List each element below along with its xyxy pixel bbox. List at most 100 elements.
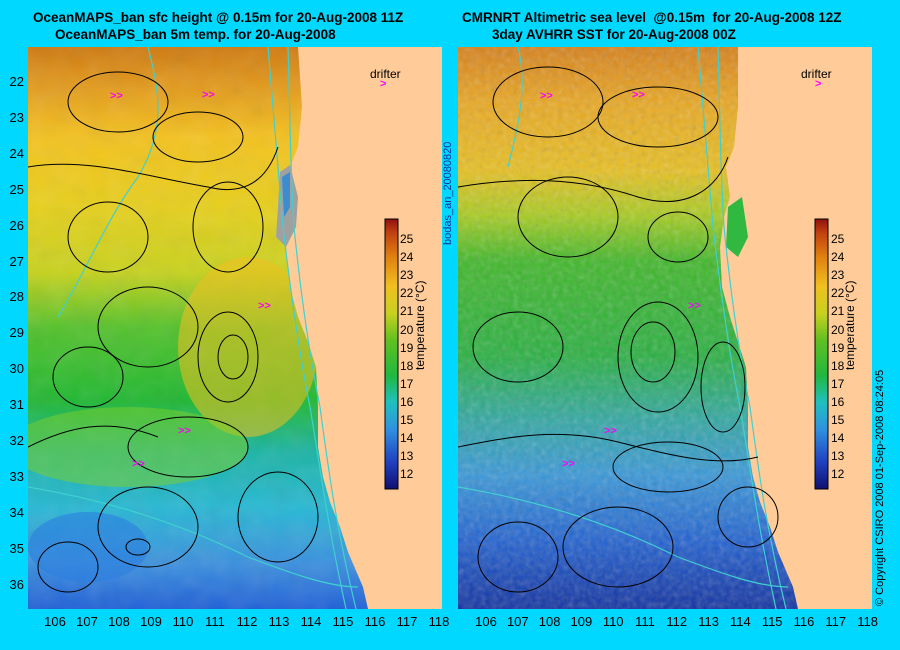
right-title-line1: CMRNRT Altimetric sea level @0.15m for 2… bbox=[462, 10, 842, 25]
left-lon-tick-label: 110 bbox=[172, 614, 194, 629]
drifter-legend-arrow-right: > bbox=[815, 78, 822, 90]
svg-text:>>: >> bbox=[632, 89, 645, 101]
left-colorbar-tick: 19 bbox=[400, 340, 414, 355]
right-lon-tick-label: 112 bbox=[666, 614, 688, 629]
right-colorbar-tick: 22 bbox=[831, 286, 845, 301]
left-map-panel: >> >> >> >> >> bbox=[28, 47, 442, 609]
lat-tick-label: 32 bbox=[9, 433, 24, 448]
svg-text:>>: >> bbox=[178, 425, 191, 437]
left-colorbar-tick: 14 bbox=[400, 431, 414, 446]
left-lon-tick-label: 112 bbox=[236, 614, 258, 629]
colorbar-right bbox=[814, 218, 829, 490]
sea-level-contours bbox=[458, 66, 779, 593]
bathymetry-lines bbox=[28, 47, 359, 609]
lat-tick-label: 27 bbox=[9, 253, 24, 269]
right-lon-tick-label: 106 bbox=[475, 614, 497, 629]
right-colorbar-tick: 13 bbox=[831, 449, 845, 464]
right-title-line2: 3day AVHRR SST for 20-Aug-2008 00Z bbox=[492, 27, 736, 42]
sea-level-contours bbox=[28, 71, 319, 593]
left-lon-tick-label: 108 bbox=[108, 614, 130, 629]
svg-text:>>: >> bbox=[258, 300, 271, 312]
left-colorbar-tick: 20 bbox=[400, 322, 414, 337]
right-colorbar-tick: 24 bbox=[831, 250, 845, 265]
lat-tick-label: 28 bbox=[9, 289, 24, 305]
bathymetry-lines bbox=[458, 47, 789, 609]
left-lon-tick-label: 116 bbox=[364, 614, 386, 629]
left-colorbar-tick: 25 bbox=[400, 232, 414, 246]
right-lon-tick-label: 110 bbox=[602, 614, 624, 629]
left-lon-tick-label: 109 bbox=[140, 614, 162, 629]
right-colorbar-tick: 17 bbox=[831, 376, 845, 391]
right-colorbar-tick: 15 bbox=[831, 413, 845, 427]
right-lon-tick-label: 115 bbox=[761, 614, 783, 629]
lat-tick-label: 26 bbox=[9, 217, 24, 233]
left-lon-tick-label: 118 bbox=[428, 614, 450, 629]
left-lon-tick-label: 106 bbox=[44, 614, 66, 629]
right-lon-tick-label: 109 bbox=[570, 614, 593, 629]
left-colorbar-tick: 22 bbox=[400, 286, 414, 301]
left-map: >> >> >> >> >> bbox=[28, 47, 442, 609]
drifter-legend-arrow-left: > bbox=[380, 78, 387, 90]
drifter-markers: >> >> >> >> >> bbox=[540, 89, 701, 470]
lat-tick-label: 35 bbox=[9, 540, 24, 556]
right-map-panel: >> >> >> >> >> bbox=[458, 47, 872, 609]
right-lon-tick-label: 118 bbox=[857, 614, 878, 629]
right-lon-tick-label: 108 bbox=[538, 614, 561, 629]
drifter-label-left: drifter bbox=[370, 67, 401, 81]
right-map: >> >> >> >> >> bbox=[458, 47, 872, 609]
right-colorbar-tick: 16 bbox=[831, 394, 845, 409]
left-title-line1: OceanMAPS_ban sfc height @ 0.15m for 20-… bbox=[33, 10, 404, 25]
svg-text:>>: >> bbox=[562, 458, 575, 470]
left-colorbar-tick: 17 bbox=[400, 376, 414, 391]
right-lon-tick-label: 107 bbox=[506, 614, 529, 629]
colorbar-title-right: temperature (°C) bbox=[843, 280, 857, 371]
left-lon-tick-label: 113 bbox=[268, 614, 290, 629]
left-colorbar-tick: 13 bbox=[400, 449, 414, 464]
left-lon-tick-label: 115 bbox=[332, 614, 354, 629]
right-lon-tick-label: 111 bbox=[635, 614, 655, 629]
right-colorbar-tick: 23 bbox=[831, 268, 845, 283]
lat-tick-label: 34 bbox=[9, 504, 24, 520]
right-lon-tick-label: 117 bbox=[825, 614, 847, 629]
left-colorbar-tick: 21 bbox=[400, 304, 414, 319]
lat-tick-label: 23 bbox=[9, 109, 24, 125]
colorbar-title-left: temperature (°C) bbox=[413, 280, 427, 371]
lat-tick-label: 33 bbox=[9, 468, 24, 484]
lat-tick-label: 31 bbox=[9, 397, 24, 413]
land-mass bbox=[286, 47, 442, 609]
run-id-label: bodas_an_20080820 bbox=[442, 141, 454, 245]
drifter-label-right: drifter bbox=[801, 67, 832, 81]
left-lon-tick-label: 114 bbox=[300, 614, 322, 629]
colorbar-left bbox=[384, 218, 399, 490]
left-colorbar-tick: 18 bbox=[400, 358, 414, 373]
svg-text:>>: >> bbox=[604, 425, 617, 437]
right-lon-tick-label: 113 bbox=[698, 614, 719, 629]
lat-tick-label: 29 bbox=[9, 325, 24, 341]
left-lon-tick-label: 107 bbox=[76, 614, 98, 629]
lat-tick-label: 24 bbox=[9, 145, 24, 161]
left-title-line2: OceanMAPS_ban 5m temp. for 20-Aug-2008 bbox=[55, 27, 336, 42]
right-colorbar-tick: 19 bbox=[831, 340, 845, 355]
right-colorbar-tick: 20 bbox=[831, 322, 845, 337]
svg-text:>>: >> bbox=[688, 300, 701, 312]
svg-text:>>: >> bbox=[540, 90, 553, 102]
left-colorbar-tick: 15 bbox=[400, 413, 414, 427]
left-colorbar-tick: 12 bbox=[400, 467, 414, 482]
lat-tick-label: 30 bbox=[9, 361, 24, 377]
drifter-markers: >> >> >> >> >> bbox=[110, 89, 271, 470]
left-colorbar-tick: 23 bbox=[400, 268, 414, 283]
svg-text:>>: >> bbox=[132, 458, 145, 470]
left-colorbar-tick: 16 bbox=[400, 394, 414, 409]
right-lon-tick-label: 116 bbox=[793, 614, 815, 629]
right-colorbar-tick: 12 bbox=[831, 467, 845, 482]
left-lon-tick-label: 117 bbox=[396, 614, 418, 629]
lat-tick-label: 22 bbox=[9, 74, 24, 89]
right-colorbar-tick: 18 bbox=[831, 358, 845, 373]
right-lon-tick-label: 114 bbox=[730, 614, 751, 629]
right-colorbar-tick: 14 bbox=[831, 431, 845, 446]
left-lon-tick-label: 111 bbox=[205, 614, 225, 629]
lat-tick-label: 36 bbox=[9, 576, 24, 592]
copyright-label: © Copyright CSIRO 2008 01-Sep-2008 08:24… bbox=[874, 369, 886, 606]
left-colorbar-tick: 24 bbox=[400, 250, 414, 265]
svg-text:>>: >> bbox=[202, 89, 215, 101]
